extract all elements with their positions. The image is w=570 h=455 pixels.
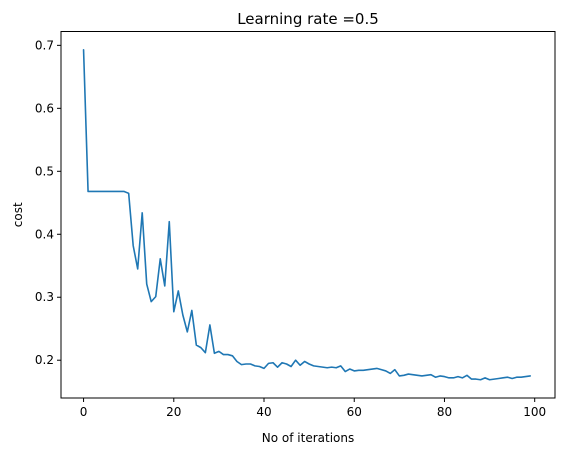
y-axis-label: cost (11, 202, 25, 227)
y-axis: 0.2 0.3 0.4 0.5 0.6 0.7 (35, 38, 61, 367)
x-tick-label: 0 (80, 405, 88, 419)
plot-frame (60, 31, 556, 399)
x-tick-label: 60 (347, 405, 362, 419)
y-tick-label: 0.2 (35, 353, 54, 367)
y-tick-label: 0.3 (35, 290, 54, 304)
x-axis-label: No of iterations (262, 431, 354, 445)
y-tick-label: 0.7 (35, 38, 54, 52)
x-axis: 0 20 40 60 80 100 (80, 398, 546, 419)
y-tick-label: 0.6 (35, 101, 54, 115)
y-tick-label: 0.4 (35, 227, 54, 241)
x-tick-label: 20 (166, 405, 181, 419)
series-layer (82, 48, 531, 381)
series-line (82, 48, 531, 381)
chart-title: Learning rate =0.5 (237, 10, 379, 28)
x-tick-label: 100 (523, 405, 546, 419)
x-tick-label: 40 (256, 405, 271, 419)
plot-area: 0 20 40 60 80 100 0.2 0.3 0.4 0.5 0.6 0.7 (35, 31, 556, 419)
y-tick-label: 0.5 (35, 164, 54, 178)
x-tick-label: 80 (437, 405, 452, 419)
